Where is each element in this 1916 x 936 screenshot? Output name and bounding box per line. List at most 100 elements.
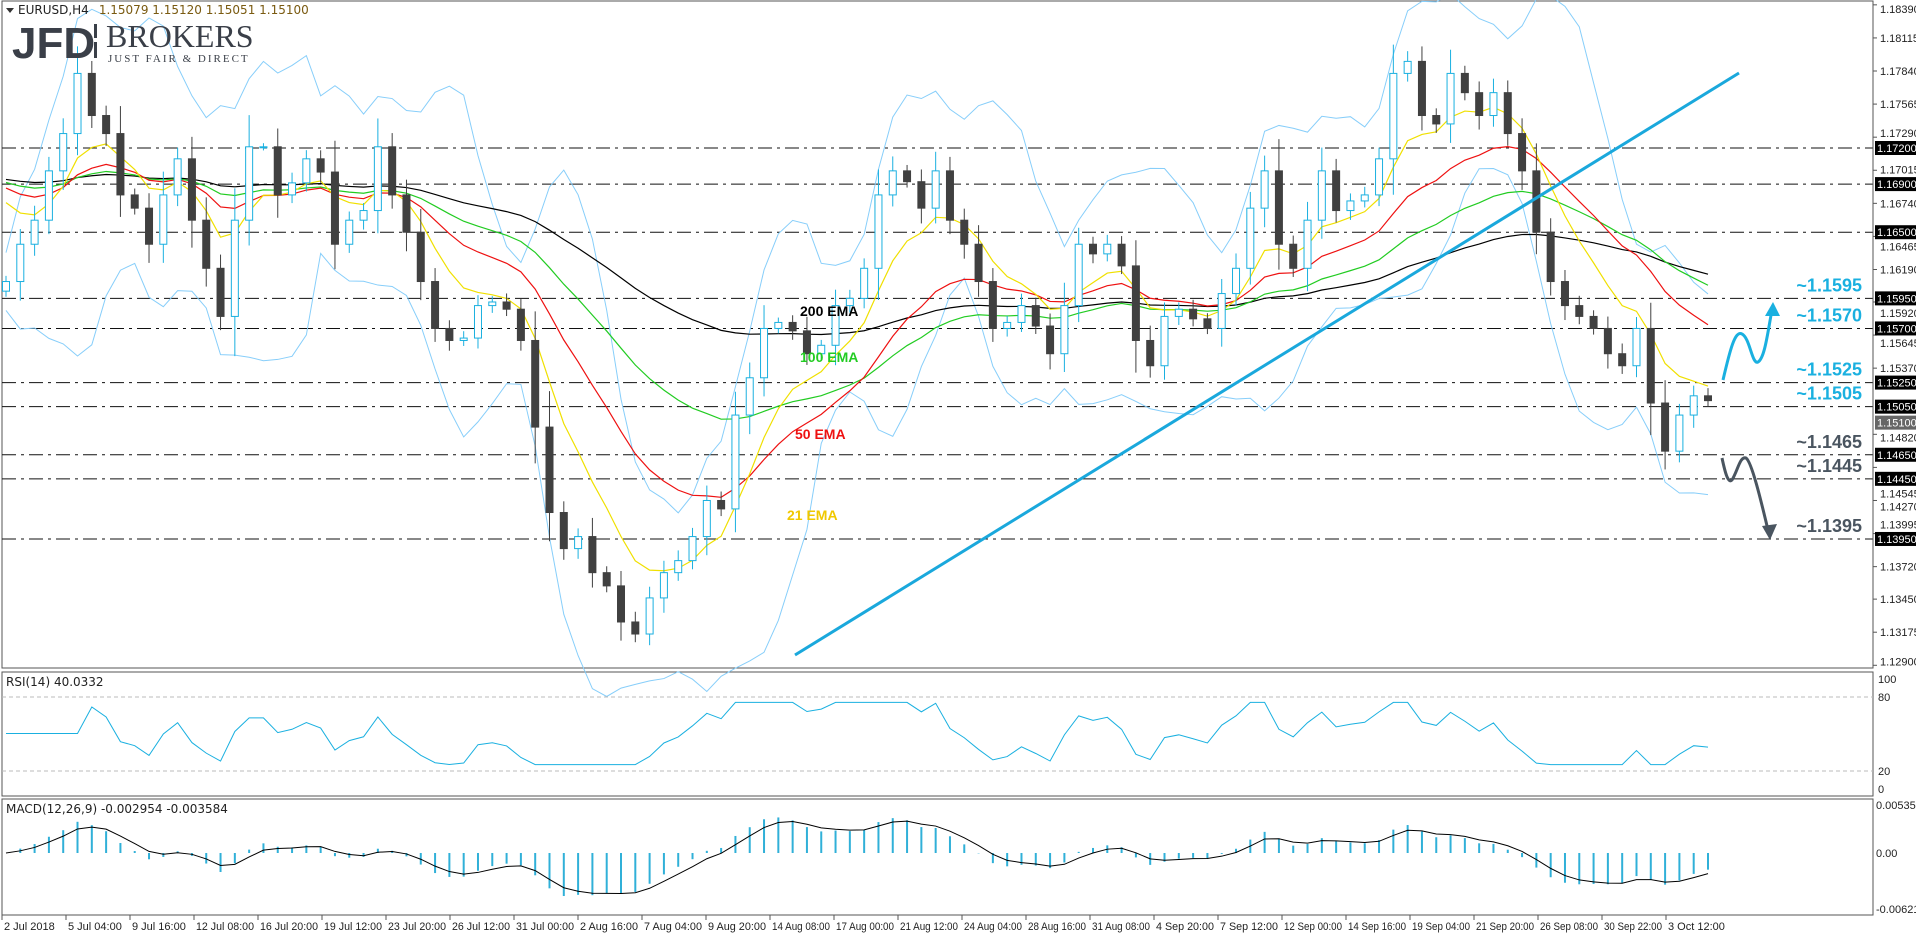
candle: [617, 570, 626, 641]
candle: [216, 254, 225, 331]
level-price-tag: [1875, 321, 1916, 336]
svg-text:JUST FAIR & DIRECT: JUST FAIR & DIRECT: [108, 53, 250, 65]
price-tick-label: 1.13995: [1880, 520, 1916, 532]
candle: [245, 115, 254, 246]
time-tick-label: 31 Jul 00:00: [516, 921, 574, 933]
candle: [1317, 147, 1326, 239]
candle: [316, 150, 325, 183]
candle: [1103, 234, 1112, 262]
candle: [302, 150, 311, 192]
candle: [1417, 46, 1426, 131]
candle: [445, 320, 454, 351]
macd-panel: [1, 798, 1874, 916]
candle: [1560, 269, 1569, 321]
candle: [145, 193, 154, 263]
candle: [960, 208, 969, 259]
time-tick-label: 5 Jul 04:00: [68, 921, 122, 933]
candle: [202, 197, 211, 287]
candle: [488, 296, 497, 313]
candle: [1575, 295, 1584, 325]
candle: [545, 391, 554, 542]
candle: [845, 289, 854, 313]
price-tick-label: 1.17565: [1880, 99, 1916, 111]
candle: [717, 491, 726, 517]
candle: [860, 258, 869, 309]
trendline[interactable]: [794, 71, 1740, 657]
candle: [473, 295, 482, 349]
level-price-tag: [1875, 141, 1916, 155]
time-tick-label: 17 Aug 00:00: [836, 921, 894, 933]
jfd-brokers-logo: JFD BROKERS JUST FAIR & DIRECT: [12, 18, 254, 68]
ema-100-line: [5, 170, 1709, 420]
time-tick-label: 2 Jul 2018: [4, 921, 55, 933]
rsi-tick: 0: [1878, 784, 1884, 796]
candle: [1661, 380, 1670, 470]
candle: [388, 133, 397, 209]
candle: [1189, 299, 1198, 327]
time-tick-label: 19 Sep 04:00: [1412, 921, 1470, 933]
level-price-tag-text: 1.17200: [1877, 143, 1916, 155]
level-price-tags: 1.17200 1.16900 1.16500 1.15950 1.15700 1.152…: [1875, 141, 1916, 546]
candle: [1475, 81, 1484, 130]
candle: [1489, 78, 1498, 127]
candle: [988, 268, 997, 342]
candle: [1346, 193, 1355, 220]
collapse-triangle-icon[interactable]: [6, 8, 14, 13]
candle: [1046, 313, 1055, 370]
price-tick-label: 1.15645: [1880, 338, 1916, 350]
time-tick-label: 23 Jul 20:00: [388, 921, 446, 933]
candle: [416, 208, 425, 301]
ohlc-values: 1.15079 1.15120 1.15051 1.15100: [99, 3, 309, 17]
candle: [130, 188, 139, 215]
price-tick-label: 1.12900: [1880, 656, 1916, 668]
level-price-tag-text: 1.13950: [1877, 534, 1916, 546]
price-tick-label: 1.16740: [1880, 198, 1916, 210]
level-price-tag: [1875, 291, 1916, 306]
candle: [373, 118, 382, 234]
candle: [73, 46, 82, 156]
candle: [1618, 343, 1627, 374]
time-tick-label: 9 Aug 20:00: [708, 921, 766, 933]
candle: [1074, 227, 1083, 323]
price-tick-label: 1.17840: [1880, 66, 1916, 78]
candle: [1446, 49, 1455, 143]
time-tick-label: 24 Aug 04:00: [964, 921, 1022, 933]
current-price-text: 1.15100: [1877, 418, 1916, 430]
price-tick-label: 1.18115: [1880, 33, 1916, 45]
candle: [731, 391, 740, 533]
candle: [1375, 147, 1384, 207]
candle: [1246, 191, 1255, 285]
rsi-panel: [1, 671, 1874, 797]
bollinger-bands: [5, 0, 1709, 698]
candle: [1332, 158, 1341, 223]
candle: [516, 299, 525, 351]
rsi-tick: 20: [1878, 766, 1890, 778]
price-tick-label: 1.17015: [1880, 164, 1916, 176]
time-tick-label: 7 Aug 04:00: [644, 921, 702, 933]
candle: [273, 128, 282, 218]
candle: [874, 169, 883, 300]
candle: [1203, 313, 1212, 335]
candle: [602, 566, 611, 593]
candle: [1131, 240, 1140, 373]
level-price-tag-text: 1.14450: [1877, 474, 1916, 486]
candle: [173, 147, 182, 207]
macd-tick: -0.006218: [1876, 904, 1916, 916]
price-tick-label: 1.16190: [1880, 265, 1916, 277]
candle: [102, 105, 111, 146]
candle: [2, 275, 10, 297]
candle: [1403, 51, 1412, 82]
candle: [1217, 278, 1226, 347]
candle: [1260, 155, 1269, 228]
candle: [1060, 282, 1069, 372]
candle: [1603, 316, 1612, 369]
candle: [16, 228, 25, 301]
rsi-title: RSI(14) 40.0332: [6, 675, 104, 689]
time-tick-label: 4 Sep 20:00: [1156, 921, 1214, 933]
level-annotation: ~1.1395: [1796, 516, 1862, 536]
level-annotation: ~1.1570: [1796, 305, 1862, 325]
candle: [159, 171, 168, 263]
candle: [1017, 293, 1026, 332]
candle: [574, 528, 583, 559]
